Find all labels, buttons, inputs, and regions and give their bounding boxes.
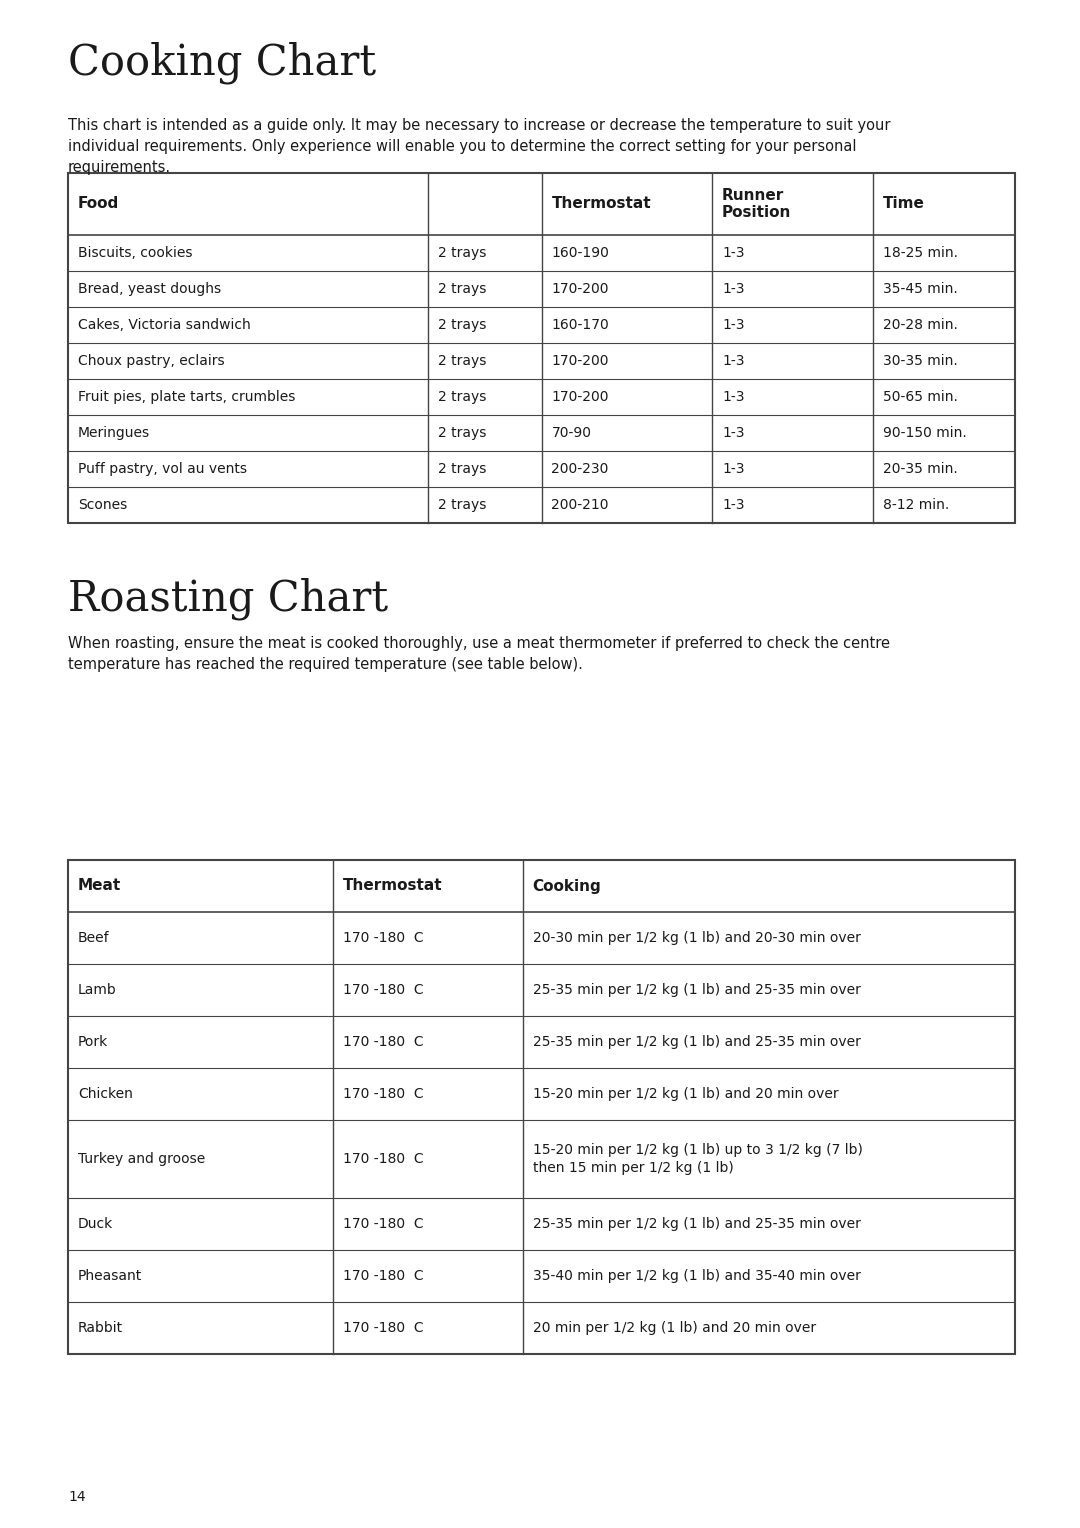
Text: 1-3: 1-3	[721, 318, 744, 332]
Text: Fruit pies, plate tarts, crumbles: Fruit pies, plate tarts, crumbles	[78, 390, 295, 403]
Text: 170 -180  C: 170 -180 C	[343, 931, 423, 944]
Text: 170 -180  C: 170 -180 C	[343, 983, 423, 996]
Text: 2 trays: 2 trays	[437, 426, 486, 440]
Text: 20 min per 1/2 kg (1 lb) and 20 min over: 20 min per 1/2 kg (1 lb) and 20 min over	[532, 1322, 815, 1335]
Text: 25-35 min per 1/2 kg (1 lb) and 25-35 min over: 25-35 min per 1/2 kg (1 lb) and 25-35 mi…	[532, 983, 861, 996]
Text: 35-45 min.: 35-45 min.	[883, 283, 958, 296]
Bar	[68, 173, 1015, 523]
Text: 50-65 min.: 50-65 min.	[883, 390, 958, 403]
Text: 90-150 min.: 90-150 min.	[883, 426, 967, 440]
Text: Cakes, Victoria sandwich: Cakes, Victoria sandwich	[78, 318, 251, 332]
Text: 1-3: 1-3	[721, 283, 744, 296]
Text: 30-35 min.: 30-35 min.	[883, 354, 958, 368]
Text: 200-210: 200-210	[552, 498, 609, 512]
Text: 170 -180  C: 170 -180 C	[343, 1152, 423, 1166]
Text: Choux pastry, eclairs: Choux pastry, eclairs	[78, 354, 225, 368]
Text: Biscuits, cookies: Biscuits, cookies	[78, 246, 192, 260]
Text: Duck: Duck	[78, 1216, 113, 1232]
Text: 1-3: 1-3	[721, 354, 744, 368]
Text: 2 trays: 2 trays	[437, 461, 486, 477]
Text: 170-200: 170-200	[552, 390, 609, 403]
Text: 200-230: 200-230	[552, 461, 609, 477]
Text: 15-20 min per 1/2 kg (1 lb) up to 3 1/2 kg (7 lb)
then 15 min per 1/2 kg (1 lb): 15-20 min per 1/2 kg (1 lb) up to 3 1/2 …	[532, 1143, 863, 1175]
Text: 20-30 min per 1/2 kg (1 lb) and 20-30 min over: 20-30 min per 1/2 kg (1 lb) and 20-30 mi…	[532, 931, 861, 944]
Text: 25-35 min per 1/2 kg (1 lb) and 25-35 min over: 25-35 min per 1/2 kg (1 lb) and 25-35 mi…	[532, 1216, 861, 1232]
Text: Meringues: Meringues	[78, 426, 150, 440]
Text: 20-28 min.: 20-28 min.	[883, 318, 958, 332]
Text: 8-12 min.: 8-12 min.	[883, 498, 949, 512]
Text: Roasting Chart: Roasting Chart	[68, 578, 388, 620]
Text: 15-20 min per 1/2 kg (1 lb) and 20 min over: 15-20 min per 1/2 kg (1 lb) and 20 min o…	[532, 1086, 838, 1102]
Text: 18-25 min.: 18-25 min.	[883, 246, 958, 260]
Text: 170-200: 170-200	[552, 354, 609, 368]
Text: 70-90: 70-90	[552, 426, 592, 440]
Text: 1-3: 1-3	[721, 498, 744, 512]
Text: Lamb: Lamb	[78, 983, 117, 996]
Text: Bread, yeast doughs: Bread, yeast doughs	[78, 283, 221, 296]
Text: 2 trays: 2 trays	[437, 246, 486, 260]
Text: Beef: Beef	[78, 931, 110, 944]
Text: Thermostat: Thermostat	[343, 879, 443, 894]
Text: Time: Time	[883, 197, 924, 211]
Text: 170 -180  C: 170 -180 C	[343, 1268, 423, 1284]
Text: 170 -180  C: 170 -180 C	[343, 1322, 423, 1335]
Text: Turkey and groose: Turkey and groose	[78, 1152, 205, 1166]
Text: 2 trays: 2 trays	[437, 354, 486, 368]
Text: 170 -180  C: 170 -180 C	[343, 1086, 423, 1102]
Text: 170-200: 170-200	[552, 283, 609, 296]
Text: 1-3: 1-3	[721, 426, 744, 440]
Text: Chicken: Chicken	[78, 1086, 133, 1102]
Text: Food: Food	[78, 197, 119, 211]
Text: 2 trays: 2 trays	[437, 318, 486, 332]
Text: 1-3: 1-3	[721, 461, 744, 477]
Text: Puff pastry, vol au vents: Puff pastry, vol au vents	[78, 461, 247, 477]
Text: 1-3: 1-3	[721, 390, 744, 403]
Text: Scones: Scones	[78, 498, 127, 512]
Text: 2 trays: 2 trays	[437, 390, 486, 403]
Text: Pork: Pork	[78, 1034, 108, 1050]
Text: Pheasant: Pheasant	[78, 1268, 143, 1284]
Text: 160-190: 160-190	[552, 246, 609, 260]
Text: Cooking: Cooking	[532, 879, 602, 894]
Text: 20-35 min.: 20-35 min.	[883, 461, 958, 477]
Text: 160-170: 160-170	[552, 318, 609, 332]
Text: 2 trays: 2 trays	[437, 498, 486, 512]
Text: Meat: Meat	[78, 879, 121, 894]
Text: Rabbit: Rabbit	[78, 1322, 123, 1335]
Text: Cooking Chart: Cooking Chart	[68, 41, 376, 84]
Bar	[68, 860, 1015, 1354]
Text: 1-3: 1-3	[721, 246, 744, 260]
Text: 170 -180  C: 170 -180 C	[343, 1216, 423, 1232]
Text: 35-40 min per 1/2 kg (1 lb) and 35-40 min over: 35-40 min per 1/2 kg (1 lb) and 35-40 mi…	[532, 1268, 861, 1284]
Text: 14: 14	[68, 1490, 85, 1504]
Text: Thermostat: Thermostat	[552, 197, 651, 211]
Text: 25-35 min per 1/2 kg (1 lb) and 25-35 min over: 25-35 min per 1/2 kg (1 lb) and 25-35 mi…	[532, 1034, 861, 1050]
Text: This chart is intended as a guide only. It may be necessary to increase or decre: This chart is intended as a guide only. …	[68, 118, 891, 176]
Text: 2 trays: 2 trays	[437, 283, 486, 296]
Text: When roasting, ensure the meat is cooked thoroughly, use a meat thermometer if p: When roasting, ensure the meat is cooked…	[68, 636, 890, 672]
Text: 170 -180  C: 170 -180 C	[343, 1034, 423, 1050]
Text: Runner
Position: Runner Position	[721, 188, 792, 220]
